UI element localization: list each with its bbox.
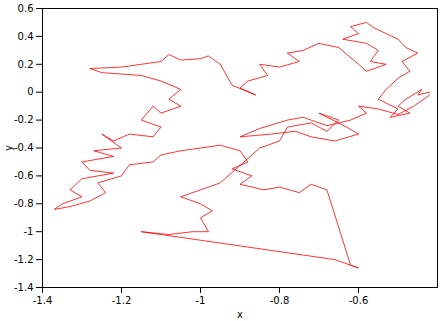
svg-text:-1.2: -1.2 <box>112 295 132 306</box>
svg-text:0: 0 <box>27 86 33 97</box>
svg-text:-1.4: -1.4 <box>33 295 53 306</box>
svg-text:-0.6: -0.6 <box>349 295 369 306</box>
svg-text:-0.8: -0.8 <box>14 198 34 209</box>
svg-text:-0.4: -0.4 <box>14 142 34 153</box>
svg-text:x: x <box>237 309 243 320</box>
svg-text:y: y <box>3 145 14 151</box>
svg-text:-0.2: -0.2 <box>14 114 34 125</box>
svg-text:0.6: 0.6 <box>18 3 34 14</box>
svg-text:0.2: 0.2 <box>18 59 34 70</box>
svg-text:-1: -1 <box>196 295 206 306</box>
svg-text:-1.4: -1.4 <box>14 282 34 293</box>
svg-text:-0.8: -0.8 <box>270 295 290 306</box>
svg-text:-1.2: -1.2 <box>14 254 34 265</box>
svg-text:0.4: 0.4 <box>18 31 34 42</box>
svg-text:-1: -1 <box>24 226 34 237</box>
svg-text:-0.6: -0.6 <box>14 170 34 181</box>
